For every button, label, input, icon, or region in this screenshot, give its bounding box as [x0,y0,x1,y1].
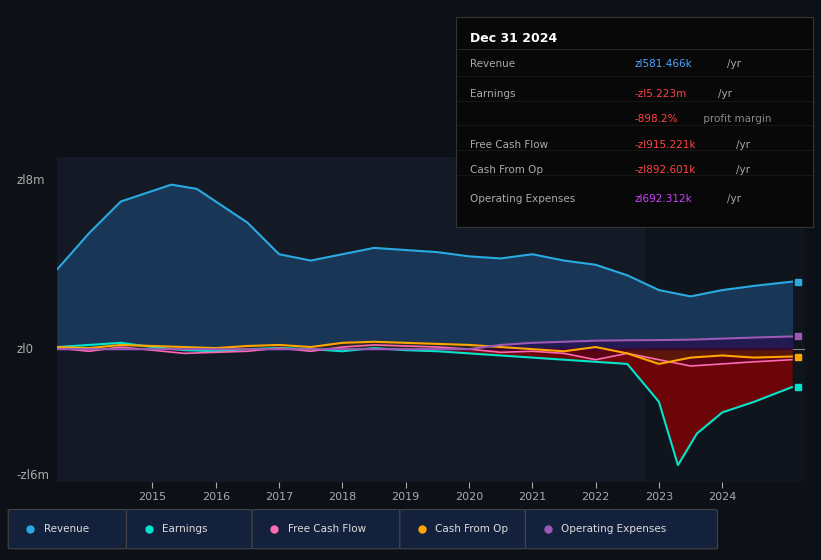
Text: -898.2%: -898.2% [635,114,677,124]
Text: Earnings: Earnings [162,524,208,534]
Text: Free Cash Flow: Free Cash Flow [287,524,365,534]
Text: profit margin: profit margin [700,114,772,124]
FancyBboxPatch shape [8,510,126,549]
Text: Operating Expenses: Operating Expenses [561,524,666,534]
Text: zl692.312k: zl692.312k [635,194,692,204]
Text: /yr: /yr [736,139,750,150]
Text: /yr: /yr [718,89,732,99]
Text: Operating Expenses: Operating Expenses [470,194,576,204]
Text: Cash From Op: Cash From Op [435,524,508,534]
Bar [646,157,805,482]
Text: /yr: /yr [727,59,741,69]
FancyBboxPatch shape [400,510,525,549]
FancyBboxPatch shape [126,510,252,549]
Text: -zl915.221k: -zl915.221k [635,139,695,150]
Text: -zl892.601k: -zl892.601k [635,165,695,175]
Text: Free Cash Flow: Free Cash Flow [470,139,548,150]
Text: Revenue: Revenue [470,59,515,69]
Text: Earnings: Earnings [470,89,516,99]
FancyBboxPatch shape [525,510,718,549]
Text: /yr: /yr [736,165,750,175]
Text: Cash From Op: Cash From Op [470,165,543,175]
Text: zl8m: zl8m [16,174,45,187]
Text: zl581.466k: zl581.466k [635,59,692,69]
Text: -zl5.223m: -zl5.223m [635,89,686,99]
Text: -zl6m: -zl6m [16,469,49,482]
Text: /yr: /yr [727,194,741,204]
Text: Revenue: Revenue [44,524,89,534]
Text: Dec 31 2024: Dec 31 2024 [470,31,557,44]
Text: zl0: zl0 [16,343,34,356]
FancyBboxPatch shape [252,510,400,549]
